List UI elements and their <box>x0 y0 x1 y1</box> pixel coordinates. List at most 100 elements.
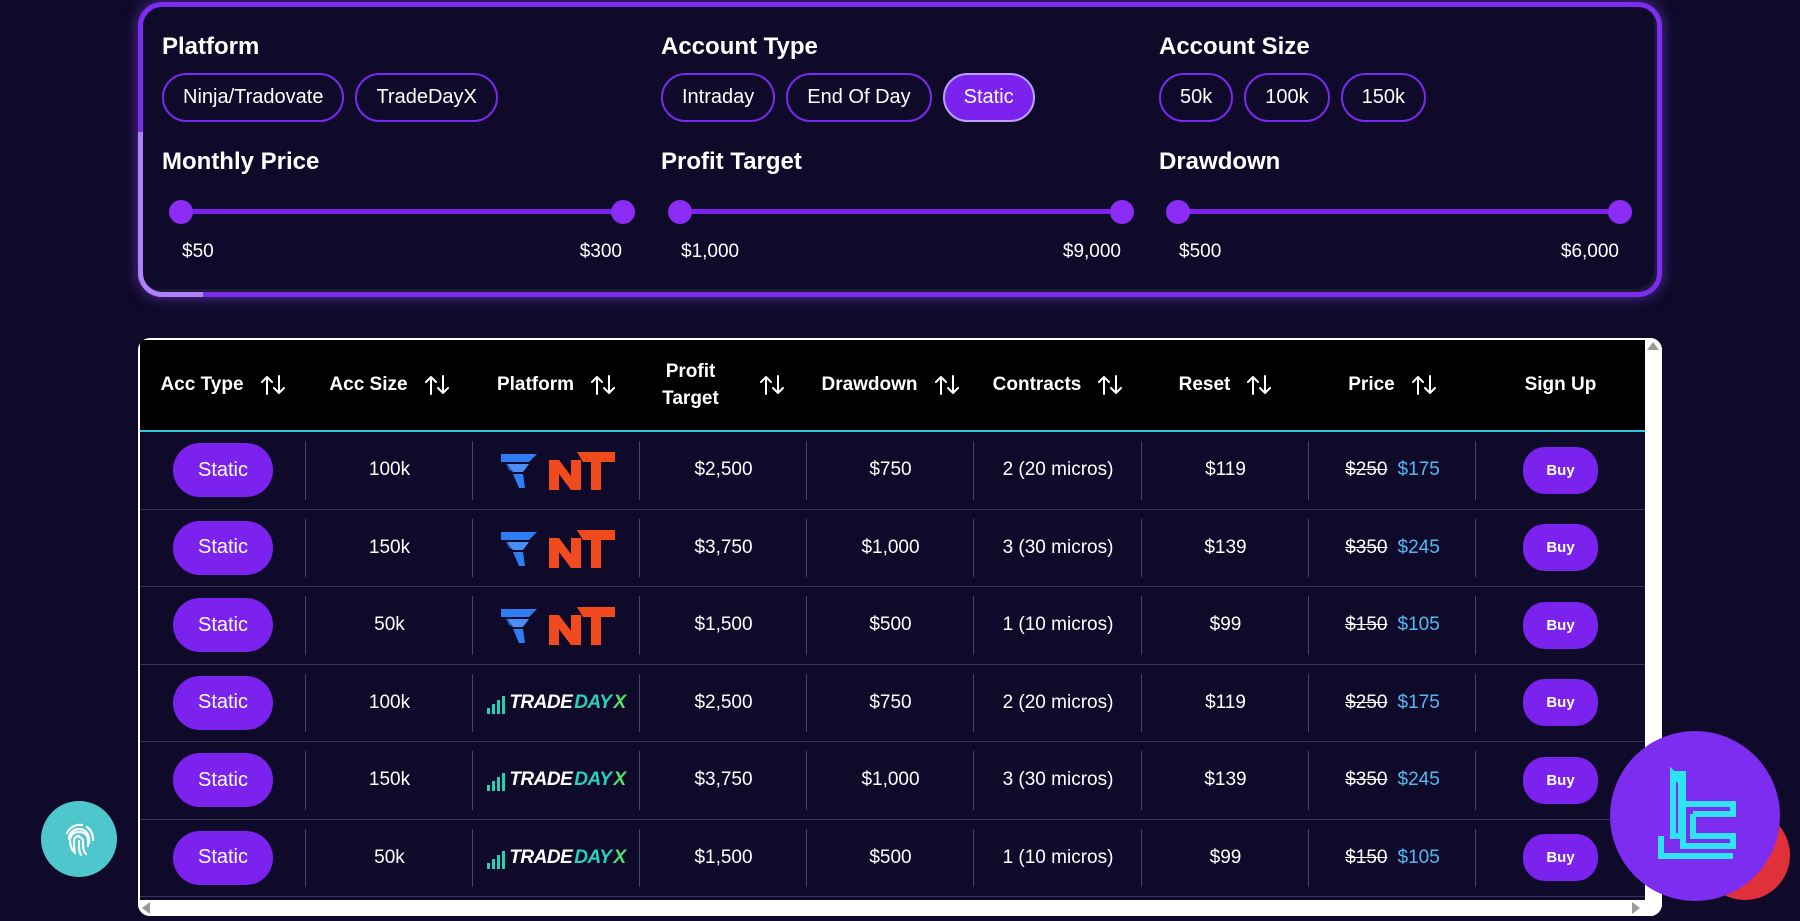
drawdown-cell: $500 <box>807 820 974 897</box>
column-header-label: Acc Size <box>329 374 408 395</box>
table-body: Static 100k $2,500 $750 2 (20 micros) $1… <box>140 432 1645 897</box>
drawdown-cell: $1,000 <box>807 510 974 587</box>
slider-max-handle[interactable] <box>1110 200 1134 224</box>
buy-button[interactable]: Buy <box>1523 446 1598 494</box>
account-size-option-50k[interactable]: 50k <box>1159 73 1234 122</box>
sort-arrows-icon[interactable] <box>1097 374 1123 396</box>
slider-min-value: $50 <box>182 241 214 262</box>
buy-button[interactable]: Buy <box>1523 524 1598 572</box>
column-header-price[interactable]: Price <box>1309 340 1476 430</box>
slider-max-handle[interactable] <box>611 200 635 224</box>
column-header-acc-size[interactable]: Acc Size <box>306 340 473 430</box>
price-cell: $150 $105 <box>1309 587 1476 664</box>
profit-target-cell: $2,500 <box>640 665 807 742</box>
ninjatrader-logo-icon <box>548 607 615 646</box>
discount-price: $105 <box>1397 846 1440 868</box>
acc-size-cell: 50k <box>306 820 473 897</box>
column-header-label-line2: Target <box>662 388 719 409</box>
tradedayx-logo: TRADE DAY X <box>487 846 626 869</box>
acc-type-cell: Static <box>140 665 306 742</box>
price-cell: $150 $105 <box>1309 820 1476 897</box>
price-cell: $250 $175 <box>1309 665 1476 742</box>
buy-button[interactable]: Buy <box>1523 834 1598 882</box>
profit-target-filter-title: Profit Target <box>661 148 802 175</box>
scroll-right-arrow-icon[interactable] <box>1632 902 1640 914</box>
column-header-contracts[interactable]: Contracts <box>974 340 1142 430</box>
sort-arrows-icon[interactable] <box>260 374 286 396</box>
discount-price: $175 <box>1397 691 1440 713</box>
account-size-option-150k[interactable]: 150k <box>1340 73 1426 122</box>
sort-arrows-icon[interactable] <box>590 374 616 396</box>
slider-max-value: $6,000 <box>1560 241 1619 262</box>
acc-size-cell: 100k <box>306 432 473 509</box>
monthly-price-filter: Monthly Price <box>162 148 319 176</box>
drawdown-filter-title: Drawdown <box>1159 148 1281 175</box>
price-cell: $350 $245 <box>1309 510 1476 587</box>
account-type-options: Intraday End Of Day Static <box>661 73 1035 122</box>
slider-min-handle[interactable] <box>668 200 692 224</box>
column-header-reset[interactable]: Reset <box>1142 340 1309 430</box>
platform-filter-title: Platform <box>162 33 260 60</box>
column-header-acc-type[interactable]: Acc Type <box>140 340 306 430</box>
sort-arrows-icon[interactable] <box>1246 374 1272 396</box>
buy-button[interactable]: Buy <box>1523 679 1598 727</box>
account-type-option-static[interactable]: Static <box>942 73 1035 122</box>
slider-track <box>181 209 623 214</box>
sign-up-cell: Buy <box>1476 510 1645 587</box>
reset-cell: $99 <box>1142 587 1309 664</box>
slider-max-value: $300 <box>579 241 622 262</box>
column-header-label: Drawdown <box>821 374 918 395</box>
scroll-left-arrow-icon[interactable] <box>142 902 150 914</box>
account-type-badge: Static <box>173 753 273 808</box>
table-row: Static 150k $3,750 $1,000 3 (30 micros) … <box>140 510 1645 587</box>
contracts-cell: 1 (10 micros) <box>974 820 1142 897</box>
account-size-option-100k[interactable]: 100k <box>1244 73 1330 122</box>
column-header-sign-up: Sign Up <box>1476 340 1645 430</box>
brand-logo[interactable] <box>1610 731 1780 901</box>
platform-option-tradedayx[interactable]: TradeDayX <box>355 73 498 122</box>
platform-cell <box>473 432 640 509</box>
ninjatrader-logo-icon <box>548 452 615 491</box>
reset-cell: $139 <box>1142 510 1309 587</box>
contracts-cell: 3 (30 micros) <box>974 742 1142 819</box>
profit-target-cell: $3,750 <box>640 510 807 587</box>
platform-option-ninja-tradovate[interactable]: Ninja/Tradovate <box>162 73 345 122</box>
drawdown-cell: $750 <box>807 432 974 509</box>
sign-up-cell: Buy <box>1476 742 1645 819</box>
table-viewport: Acc Type Acc Size Platform Profit Target… <box>140 340 1645 900</box>
sort-arrows-icon[interactable] <box>424 374 450 396</box>
profit-target-cell: $3,750 <box>640 742 807 819</box>
column-header-profit-target[interactable]: Profit Target <box>640 340 807 430</box>
column-header-drawdown[interactable]: Drawdown <box>807 340 974 430</box>
account-type-option-intraday[interactable]: Intraday <box>661 73 776 122</box>
sort-arrows-icon[interactable] <box>934 374 960 396</box>
column-header-label: Profit Target <box>662 358 719 412</box>
tradovate-logo-icon <box>500 531 537 566</box>
column-header-platform[interactable]: Platform <box>473 340 640 430</box>
price-cell: $250 $175 <box>1309 432 1476 509</box>
tradedayx-logo: TRADE DAY X <box>487 692 626 714</box>
reset-cell: $99 <box>1142 820 1309 897</box>
drawdown-slider[interactable]: $500 $6,000 <box>1166 196 1632 268</box>
slider-min-handle[interactable] <box>169 200 193 224</box>
slider-min-handle[interactable] <box>1166 200 1190 224</box>
price-cell: $350 $245 <box>1309 742 1476 819</box>
ninjatrader-logo-icon <box>548 529 615 568</box>
account-type-option-end-of-day[interactable]: End Of Day <box>786 73 932 122</box>
tradedayx-bars-icon <box>487 695 506 714</box>
slider-max-handle[interactable] <box>1608 200 1632 224</box>
drawdown-cell: $750 <box>807 665 974 742</box>
sort-arrows-icon[interactable] <box>1411 374 1437 396</box>
horizontal-scrollbar[interactable] <box>138 900 1662 916</box>
column-header-label: Platform <box>496 374 575 395</box>
buy-button[interactable]: Buy <box>1523 756 1598 804</box>
sort-arrows-icon[interactable] <box>759 374 785 396</box>
monthly-price-slider[interactable]: $50 $300 <box>169 196 635 268</box>
fingerprint-button[interactable] <box>41 801 117 877</box>
profit-target-slider[interactable]: $1,000 $9,000 <box>668 196 1134 268</box>
buy-button[interactable]: Buy <box>1523 601 1598 649</box>
platform-cell: TRADE DAY X <box>473 665 640 742</box>
slider-min-value: $1,000 <box>681 241 740 262</box>
tradedayx-logo-x: X <box>613 846 626 868</box>
scroll-up-arrow-icon[interactable] <box>1647 342 1659 350</box>
